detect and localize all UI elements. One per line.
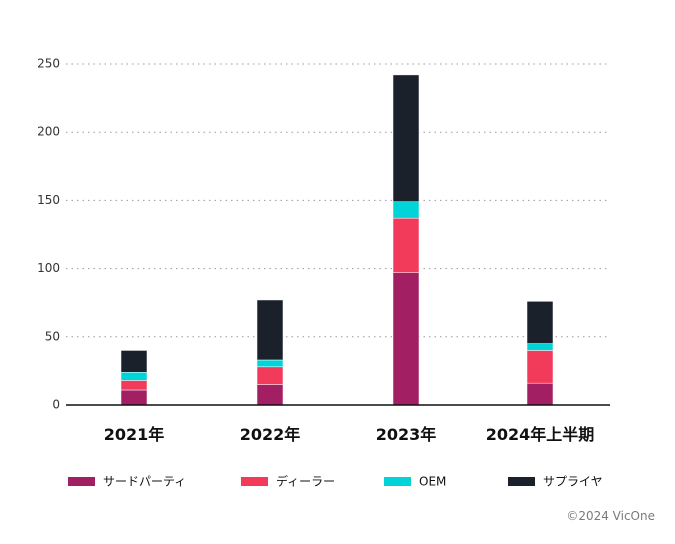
y-tick-label: 0 [52, 398, 60, 412]
bar-segment [526, 350, 554, 384]
legend-swatch [384, 477, 411, 486]
bar-segment [392, 272, 420, 406]
bar-segment [392, 74, 420, 203]
x-tick-label: 2022年 [240, 425, 301, 444]
bar-segment [392, 217, 420, 273]
bar-segment [256, 299, 284, 361]
y-tick-label: 100 [37, 261, 60, 275]
bar-segment [526, 301, 554, 344]
x-tick-label: 2024年上半期 [486, 425, 595, 444]
bar-segment [392, 201, 420, 219]
legend-label: ディーラー [276, 474, 335, 489]
legend-label: サードパーティ [103, 475, 186, 489]
bar-segment [526, 343, 554, 351]
bar-segment [256, 384, 284, 406]
legend-swatch [241, 477, 268, 486]
legend-label: サプライヤ [543, 475, 603, 489]
bar-segment [120, 372, 148, 381]
legend-swatch [508, 477, 535, 486]
y-tick-label: 150 [37, 193, 60, 207]
bar-segment [120, 350, 148, 373]
y-tick-label: 250 [37, 57, 60, 71]
bar-segment [526, 382, 554, 406]
bar-segment [256, 359, 284, 368]
bar-segment [120, 380, 148, 391]
bar-segment [120, 389, 148, 406]
bar-segment [256, 366, 284, 385]
y-tick-label: 50 [45, 329, 60, 343]
x-tick-label: 2023年 [376, 425, 437, 444]
credit-text: ©2024 VicOne [566, 509, 655, 523]
legend-swatch [68, 477, 95, 486]
x-tick-label: 2021年 [104, 425, 165, 444]
legend-label: OEM [419, 475, 446, 489]
y-tick-label: 200 [37, 125, 60, 139]
